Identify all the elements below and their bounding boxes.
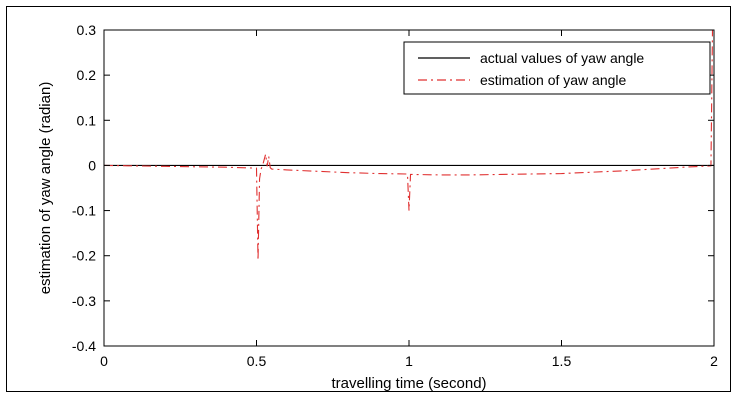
- axes: [103, 29, 715, 347]
- y-tick-label: -0.1: [72, 203, 96, 219]
- x-axis-label: travelling time (second): [331, 375, 486, 392]
- y-tick-label: -0.2: [72, 248, 96, 264]
- y-tick-label: -0.4: [72, 338, 96, 354]
- y-tick-label: 0: [88, 157, 96, 173]
- y-tick-label: -0.3: [72, 293, 96, 309]
- x-tick-label: 1: [405, 353, 413, 369]
- x-tick-label: 0.5: [247, 353, 267, 369]
- y-axis-label: estimation of yaw angle (radian): [37, 82, 54, 295]
- legend-box: [403, 41, 711, 95]
- legend-label-actual: actual values of yaw angle: [480, 50, 644, 66]
- x-tick-label: 1.5: [552, 353, 572, 369]
- legend: actual values of yaw angle estimation of…: [403, 41, 711, 95]
- series-line-estimation: [103, 29, 714, 261]
- series-layer: [103, 29, 714, 261]
- x-tick-label: 0: [100, 353, 108, 369]
- y-tick-label: 0.1: [77, 112, 97, 128]
- tick-labels: 0 0.5 1 1.5 2 -0.4 -0.3 -0.2 -0.1 0 0.1 0.2 0.3: [72, 22, 718, 369]
- y-tick-label: 0.2: [77, 67, 97, 83]
- x-tick-label: 2: [710, 353, 718, 369]
- legend-label-estimation: estimation of yaw angle: [480, 72, 627, 88]
- y-tick-label: 0.3: [77, 22, 97, 38]
